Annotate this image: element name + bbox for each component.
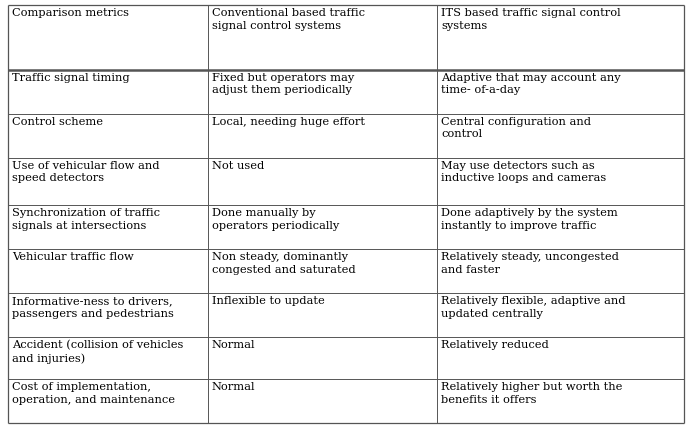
Text: Use of vehicular flow and
speed detectors: Use of vehicular flow and speed detector… <box>12 160 160 183</box>
Text: Adaptive that may account any
time- of-a-day: Adaptive that may account any time- of-a… <box>441 73 621 95</box>
Text: Relatively higher but worth the
benefits it offers: Relatively higher but worth the benefits… <box>441 382 623 405</box>
Text: Done adaptively by the system
instantly to improve traffic: Done adaptively by the system instantly … <box>441 208 618 231</box>
Text: Central configuration and
control: Central configuration and control <box>441 116 592 140</box>
Text: Fixed but operators may
adjust them periodically: Fixed but operators may adjust them peri… <box>212 73 354 95</box>
Text: Vehicular traffic flow: Vehicular traffic flow <box>12 253 134 262</box>
Text: Non steady, dominantly
congested and saturated: Non steady, dominantly congested and sat… <box>212 253 355 275</box>
Text: Conventional based traffic
signal control systems: Conventional based traffic signal contro… <box>212 8 365 31</box>
Text: Informative-ness to drivers,
passengers and pedestrians: Informative-ness to drivers, passengers … <box>12 296 174 319</box>
Text: Cost of implementation,
operation, and maintenance: Cost of implementation, operation, and m… <box>12 382 176 405</box>
Text: Not used: Not used <box>212 160 264 171</box>
Text: May use detectors such as
inductive loops and cameras: May use detectors such as inductive loop… <box>441 160 607 183</box>
Text: Relatively steady, uncongested
and faster: Relatively steady, uncongested and faste… <box>441 253 619 275</box>
Text: Normal: Normal <box>212 382 255 392</box>
Text: Traffic signal timing: Traffic signal timing <box>12 73 130 83</box>
Text: Accident (collision of vehicles
and injuries): Accident (collision of vehicles and inju… <box>12 340 184 364</box>
Text: Relatively flexible, adaptive and
updated centrally: Relatively flexible, adaptive and update… <box>441 296 626 319</box>
Text: Comparison metrics: Comparison metrics <box>12 8 129 18</box>
Text: Synchronization of traffic
signals at intersections: Synchronization of traffic signals at in… <box>12 208 161 231</box>
Text: ITS based traffic signal control
systems: ITS based traffic signal control systems <box>441 8 621 31</box>
Text: Done manually by
operators periodically: Done manually by operators periodically <box>212 208 339 231</box>
Text: Control scheme: Control scheme <box>12 116 104 127</box>
Text: Normal: Normal <box>212 340 255 350</box>
Text: Inflexible to update: Inflexible to update <box>212 296 325 306</box>
Text: Local, needing huge effort: Local, needing huge effort <box>212 116 365 127</box>
Text: Relatively reduced: Relatively reduced <box>441 340 549 350</box>
